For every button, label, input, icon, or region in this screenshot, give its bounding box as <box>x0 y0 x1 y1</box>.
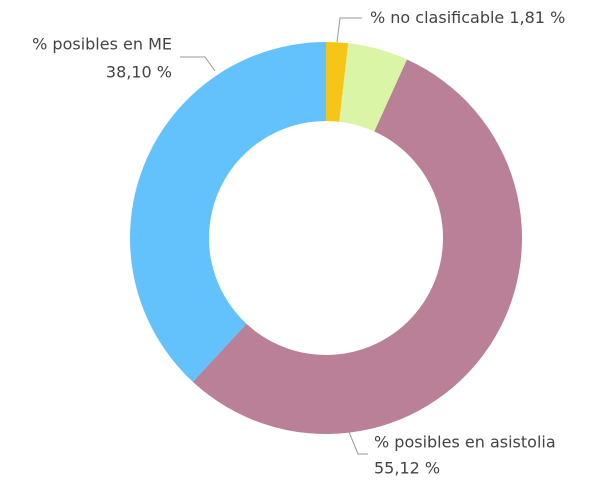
slice-label: % no clasificable 1,81 % <box>370 8 565 27</box>
slices <box>130 42 522 434</box>
slice <box>339 43 407 132</box>
value-label: 1,81 % <box>509 8 565 27</box>
category-label: % posibles en asistolia <box>374 433 556 452</box>
value-label: 55,12 % <box>374 459 440 478</box>
leader-line <box>180 56 216 72</box>
slice <box>130 42 326 382</box>
slice <box>192 59 522 434</box>
leader-line <box>336 17 362 43</box>
category-label: % no clasificable <box>370 8 504 27</box>
slice <box>326 42 349 122</box>
category-label: % posibles en ME <box>32 35 172 54</box>
leader-line <box>348 431 368 455</box>
value-label: 38,10 % <box>106 63 172 82</box>
